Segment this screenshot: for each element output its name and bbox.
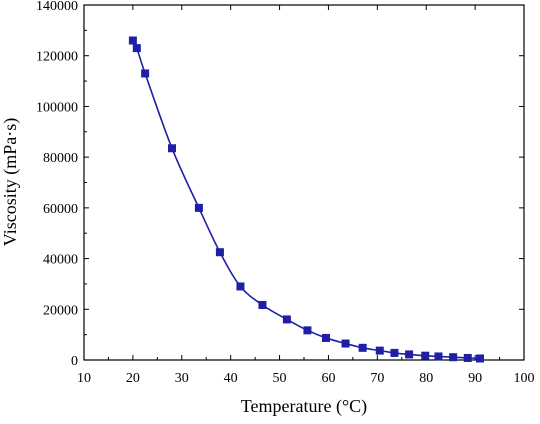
data-point <box>390 348 399 357</box>
x-tick-label: 40 <box>224 371 238 386</box>
data-point <box>141 69 150 78</box>
data-point <box>128 36 137 45</box>
x-tick-label: 60 <box>321 371 335 386</box>
y-tick-label: 20000 <box>43 303 78 318</box>
x-tick-label: 50 <box>273 371 287 386</box>
y-tick-label: 140000 <box>36 0 78 14</box>
data-point <box>358 343 367 352</box>
data-point <box>449 353 458 362</box>
data-point <box>434 352 443 361</box>
x-tick-label: 100 <box>514 371 535 386</box>
y-tick-label: 80000 <box>43 151 78 166</box>
y-tick-label: 120000 <box>36 50 78 65</box>
data-series <box>128 36 484 363</box>
data-point <box>258 300 267 309</box>
data-point <box>405 350 414 359</box>
y-tick-label: 0 <box>71 354 78 369</box>
data-point <box>303 326 312 335</box>
data-point <box>375 346 384 355</box>
y-tick-label: 100000 <box>36 100 78 115</box>
data-point <box>282 315 291 324</box>
data-point <box>215 248 224 257</box>
x-tick-label: 90 <box>468 371 482 386</box>
x-axis-title: Temperature (°C) <box>241 396 367 417</box>
axis-ticks: 10 20 30 40 50 60 70 80 90 100 0 20000 40000 60000 800… <box>36 0 535 386</box>
data-point <box>421 351 430 360</box>
data-point <box>341 339 350 348</box>
y-tick-label: 40000 <box>43 253 78 268</box>
x-tick-label: 20 <box>126 371 140 386</box>
data-point <box>463 353 472 362</box>
y-tick-label: 60000 <box>43 202 78 217</box>
data-point <box>236 282 245 291</box>
x-tick-label: 80 <box>419 371 433 386</box>
data-point <box>194 203 203 212</box>
data-point <box>322 333 330 342</box>
data-point <box>168 144 176 153</box>
x-tick-label: 70 <box>370 371 384 386</box>
plot-frame <box>83 4 525 361</box>
series-line <box>132 40 481 360</box>
x-tick-label: 30 <box>175 371 189 386</box>
y-axis-title: Viscosity (mPa·s) <box>0 118 21 246</box>
data-point <box>132 44 141 53</box>
data-point <box>476 354 484 363</box>
x-tick-label: 10 <box>77 371 91 386</box>
